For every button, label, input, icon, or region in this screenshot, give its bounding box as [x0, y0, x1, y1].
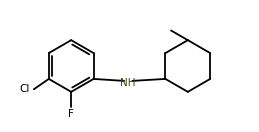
- Text: F: F: [68, 109, 74, 119]
- Text: Cl: Cl: [19, 84, 30, 94]
- Text: NH: NH: [120, 78, 135, 88]
